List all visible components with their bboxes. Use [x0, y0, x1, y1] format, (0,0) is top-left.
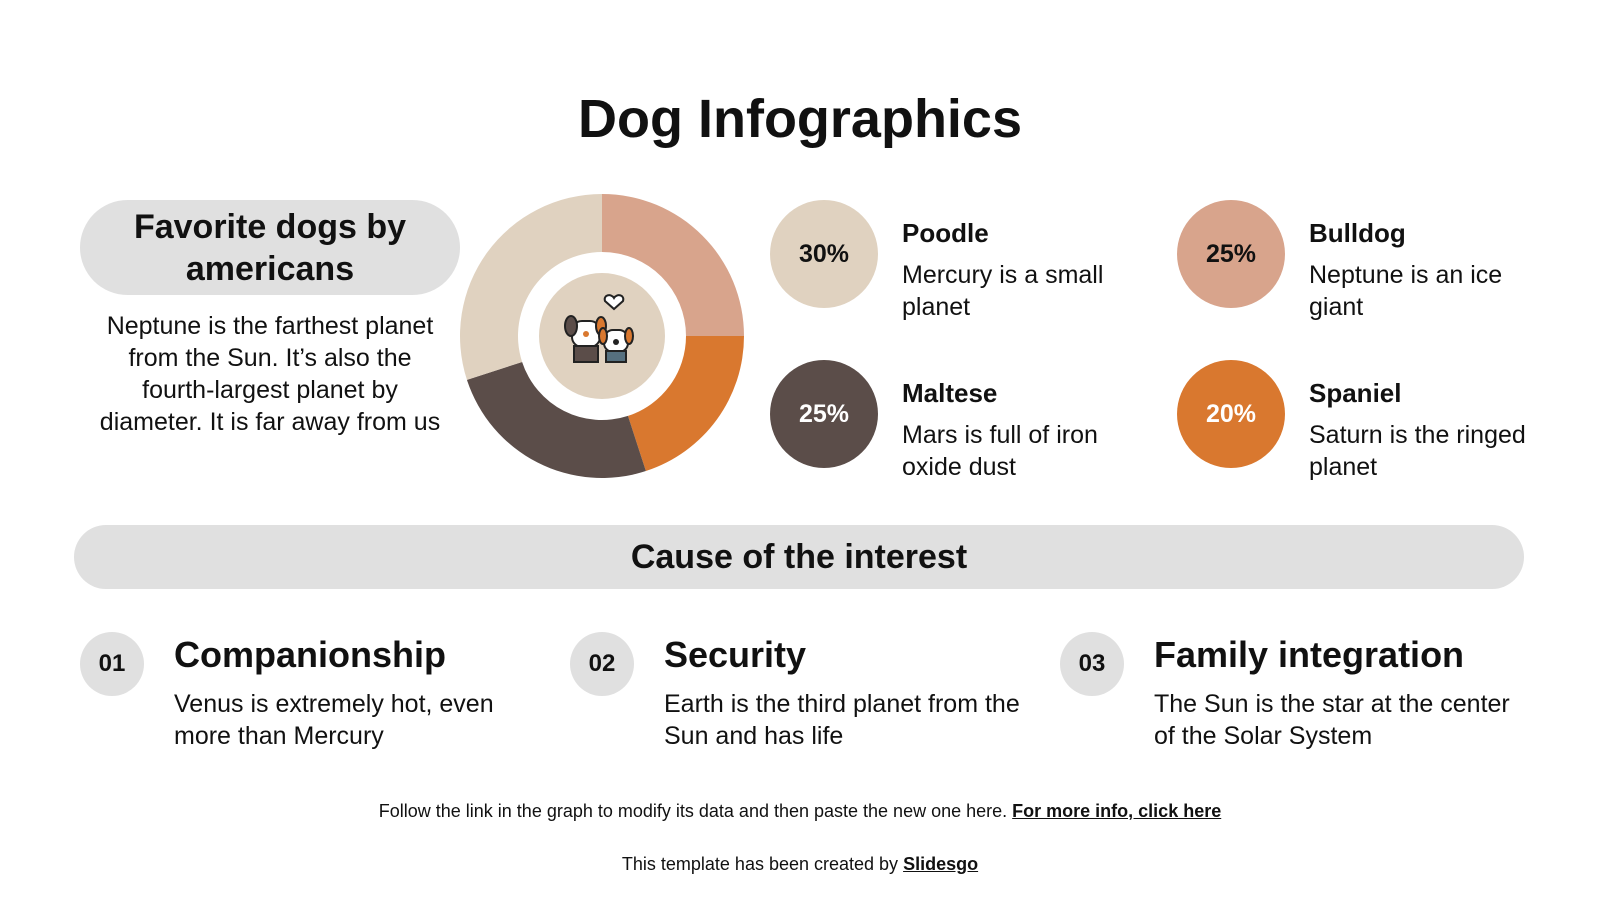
two-dogs-heart-icon — [564, 294, 634, 363]
breed-desc: Mars is full of iron oxide dust — [902, 421, 1098, 481]
breed-name: Poodle — [902, 218, 989, 248]
cause-desc: Venus is extremely hot, even more than M… — [174, 690, 494, 750]
cause-title: Family integration — [1154, 634, 1465, 675]
percent-badge: 20% — [1177, 360, 1285, 468]
breed-name: Maltese — [902, 378, 998, 408]
percent-badge: 25% — [770, 360, 878, 468]
cause-item: 03 Family integration The Sun is the star… — [1060, 632, 1534, 752]
breed-name: Bulldog — [1309, 218, 1406, 248]
breed-bulldog: 25% Bulldog Neptune is an ice giant — [1177, 200, 1529, 323]
breed-poodle: 30% Poodle Mercury is a small planet — [770, 200, 1122, 323]
slice-maltese — [466, 361, 646, 478]
cause-desc: The Sun is the star at the center of the… — [1154, 690, 1510, 750]
slice-spaniel — [627, 336, 744, 472]
footer-credit: This template has been created by Slides… — [0, 854, 1600, 875]
cause-number: 02 — [570, 632, 634, 696]
breed-spaniel: 20% Spaniel Saturn is the ringed planet — [1177, 360, 1529, 483]
breed-desc: Neptune is an ice giant — [1309, 261, 1503, 321]
favorites-text: Neptune is the farthest planet from the … — [99, 312, 441, 436]
cause-number: 03 — [1060, 632, 1124, 696]
breed-name: Spaniel — [1309, 378, 1402, 408]
cause-title: Security — [664, 634, 807, 675]
percent-badge: 30% — [770, 200, 878, 308]
cause-desc: Earth is the third planet from the Sun a… — [664, 690, 1020, 750]
cause-item: 02 Security Earth is the third planet fro… — [570, 632, 1044, 752]
slice-bulldog — [602, 194, 744, 336]
slice-poodle — [460, 194, 602, 380]
footer-note: Follow the link in the graph to modify i… — [0, 801, 1600, 822]
breed-desc: Saturn is the ringed planet — [1309, 421, 1526, 481]
donut-chart — [460, 194, 744, 478]
more-info-link[interactable]: For more info, click here — [1012, 801, 1222, 821]
breed-maltese: 25% Maltese Mars is full of iron oxide du… — [770, 360, 1122, 483]
breed-desc: Mercury is a small planet — [902, 261, 1104, 321]
cause-number: 01 — [80, 632, 144, 696]
cause-item: 01 Companionship Venus is extremely hot, … — [80, 632, 554, 752]
footer-note-text: Follow the link in the graph to modify i… — [378, 801, 1008, 821]
cause-title: Companionship — [174, 634, 446, 675]
credit-text: This template has been created by — [621, 854, 899, 874]
page-title: Dog Infographics — [578, 89, 1022, 149]
percent-badge: 25% — [1177, 200, 1285, 308]
slidesgo-link[interactable]: Slidesgo — [903, 854, 979, 874]
favorites-heading: Favorite dogs by americans — [80, 200, 460, 295]
cause-heading: Cause of the interest — [74, 525, 1524, 589]
